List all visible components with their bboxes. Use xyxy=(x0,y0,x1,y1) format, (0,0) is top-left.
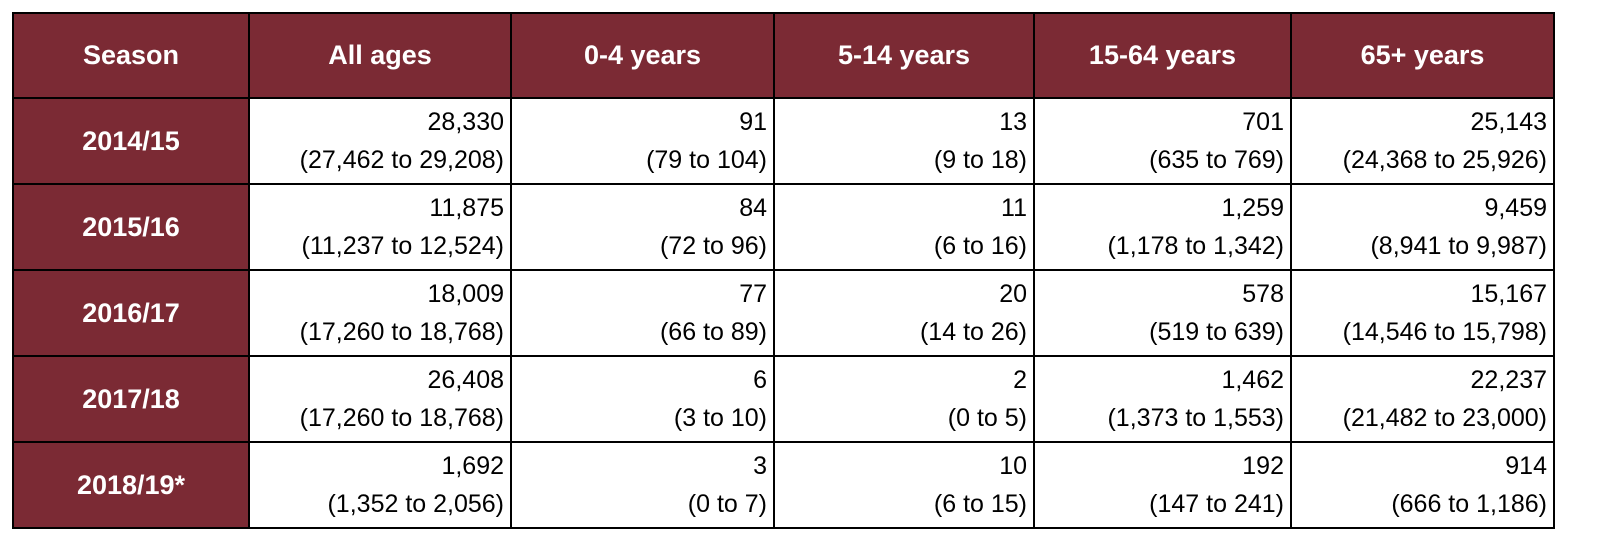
confidence-interval: (79 to 104) xyxy=(646,146,767,174)
estimate: 84 xyxy=(739,194,767,222)
confidence-interval: (6 to 15) xyxy=(933,490,1027,518)
data-cell: 77 (66 to 89) xyxy=(510,269,775,357)
confidence-interval: (14,546 to 15,798) xyxy=(1342,318,1547,346)
data-cell: 914 (666 to 1,186) xyxy=(1290,441,1555,529)
header-cell: 5-14 years xyxy=(773,12,1035,99)
estimate: 1,462 xyxy=(1221,366,1284,394)
confidence-interval: (1,373 to 1,553) xyxy=(1107,404,1284,432)
confidence-interval: (635 to 769) xyxy=(1149,146,1284,174)
data-cell: 22,237 (21,482 to 23,000) xyxy=(1290,355,1555,443)
confidence-interval: (3 to 10) xyxy=(673,404,767,432)
estimate: 28,330 xyxy=(427,108,504,136)
estimate: 2 xyxy=(1013,366,1027,394)
confidence-interval: (66 to 89) xyxy=(659,318,767,346)
data-cell: 13 (9 to 18) xyxy=(773,97,1035,185)
header-cell: 15-64 years xyxy=(1033,12,1292,99)
estimate: 701 xyxy=(1242,108,1284,136)
data-cell: 18,009 (17,260 to 18,768) xyxy=(248,269,512,357)
header-cell: Season xyxy=(12,12,250,99)
data-cell: 10 (6 to 15) xyxy=(773,441,1035,529)
data-cell: 11,875 (11,237 to 12,524) xyxy=(248,183,512,271)
season-cell: 2014/15 xyxy=(12,97,250,185)
row: 2018/19* 1,692 (1,352 to 2,056) 3 (0 to 7) 10… xyxy=(12,441,1555,529)
data-cell: 91 (79 to 104) xyxy=(510,97,775,185)
estimate: 25,143 xyxy=(1470,108,1547,136)
header-cell: 0-4 years xyxy=(510,12,775,99)
confidence-interval: (17,260 to 18,768) xyxy=(299,404,504,432)
data-cell: 6 (3 to 10) xyxy=(510,355,775,443)
data-cell: 11 (6 to 16) xyxy=(773,183,1035,271)
row: 2014/15 28,330 (27,462 to 29,208) 91 (79 to … xyxy=(12,97,1555,185)
estimate: 20 xyxy=(999,280,1027,308)
header-cell: 65+ years xyxy=(1290,12,1555,99)
data-cell: 2 (0 to 5) xyxy=(773,355,1035,443)
confidence-interval: (11,237 to 12,524) xyxy=(301,232,504,260)
estimate: 3 xyxy=(753,452,767,480)
confidence-interval: (147 to 241) xyxy=(1149,490,1284,518)
data-cell: 192 (147 to 241) xyxy=(1033,441,1292,529)
data-cell: 701 (635 to 769) xyxy=(1033,97,1292,185)
confidence-interval: (1,178 to 1,342) xyxy=(1107,232,1284,260)
confidence-interval: (1,352 to 2,056) xyxy=(327,490,504,518)
estimate: 91 xyxy=(739,108,767,136)
row: 2016/17 18,009 (17,260 to 18,768) 77 (66 to … xyxy=(12,269,1555,357)
data-cell: 15,167 (14,546 to 15,798) xyxy=(1290,269,1555,357)
estimate: 22,237 xyxy=(1470,366,1547,394)
confidence-interval: (519 to 639) xyxy=(1149,318,1284,346)
data-cell: 84 (72 to 96) xyxy=(510,183,775,271)
confidence-interval: (8,941 to 9,987) xyxy=(1370,232,1547,260)
estimate: 9,459 xyxy=(1484,194,1547,222)
estimate: 6 xyxy=(753,366,767,394)
data-cell: 26,408 (17,260 to 18,768) xyxy=(248,355,512,443)
estimate: 18,009 xyxy=(427,280,504,308)
season-cell: 2016/17 xyxy=(12,269,250,357)
season-cell: 2015/16 xyxy=(12,183,250,271)
estimate: 11,875 xyxy=(429,194,504,222)
data-cell: 28,330 (27,462 to 29,208) xyxy=(248,97,512,185)
header-row: Season All ages 0-4 years 5-14 years 15-64 y… xyxy=(12,12,1555,99)
confidence-interval: (21,482 to 23,000) xyxy=(1342,404,1547,432)
estimate: 192 xyxy=(1242,452,1284,480)
data-cell: 1,692 (1,352 to 2,056) xyxy=(248,441,512,529)
data-cell: 20 (14 to 26) xyxy=(773,269,1035,357)
data-cell: 25,143 (24,368 to 25,926) xyxy=(1290,97,1555,185)
header-cell: All ages xyxy=(248,12,512,99)
season-cell: 2017/18 xyxy=(12,355,250,443)
row: 2015/16 11,875 (11,237 to 12,524) 84 (72 to … xyxy=(12,183,1555,271)
season-cell: 2018/19* xyxy=(12,441,250,529)
data-cell: 9,459 (8,941 to 9,987) xyxy=(1290,183,1555,271)
estimate: 1,692 xyxy=(441,452,504,480)
confidence-interval: (0 to 7) xyxy=(687,490,767,518)
table: Season All ages 0-4 years 5-14 years 15-64 y… xyxy=(12,12,1555,529)
estimate: 77 xyxy=(739,280,767,308)
confidence-interval: (17,260 to 18,768) xyxy=(299,318,504,346)
estimate: 15,167 xyxy=(1470,280,1547,308)
estimate: 10 xyxy=(999,452,1027,480)
estimate: 26,408 xyxy=(427,366,504,394)
data-cell: 1,259 (1,178 to 1,342) xyxy=(1033,183,1292,271)
confidence-interval: (27,462 to 29,208) xyxy=(299,146,504,174)
estimate: 11 xyxy=(1001,194,1027,222)
confidence-interval: (9 to 18) xyxy=(933,146,1027,174)
confidence-interval: (666 to 1,186) xyxy=(1391,490,1547,518)
confidence-interval: (0 to 5) xyxy=(947,404,1027,432)
estimate: 578 xyxy=(1242,280,1284,308)
confidence-interval: (24,368 to 25,926) xyxy=(1342,146,1547,174)
confidence-interval: (72 to 96) xyxy=(659,232,767,260)
row: 2017/18 26,408 (17,260 to 18,768) 6 (3 to 10… xyxy=(12,355,1555,443)
estimate: 13 xyxy=(999,108,1027,136)
estimate: 1,259 xyxy=(1221,194,1284,222)
estimate: 914 xyxy=(1505,452,1547,480)
confidence-interval: (6 to 16) xyxy=(933,232,1027,260)
data-cell: 1,462 (1,373 to 1,553) xyxy=(1033,355,1292,443)
table-body: 2014/15 28,330 (27,462 to 29,208) 91 (79 to … xyxy=(12,97,1555,529)
data-cell: 3 (0 to 7) xyxy=(510,441,775,529)
data-cell: 578 (519 to 639) xyxy=(1033,269,1292,357)
confidence-interval: (14 to 26) xyxy=(919,318,1027,346)
